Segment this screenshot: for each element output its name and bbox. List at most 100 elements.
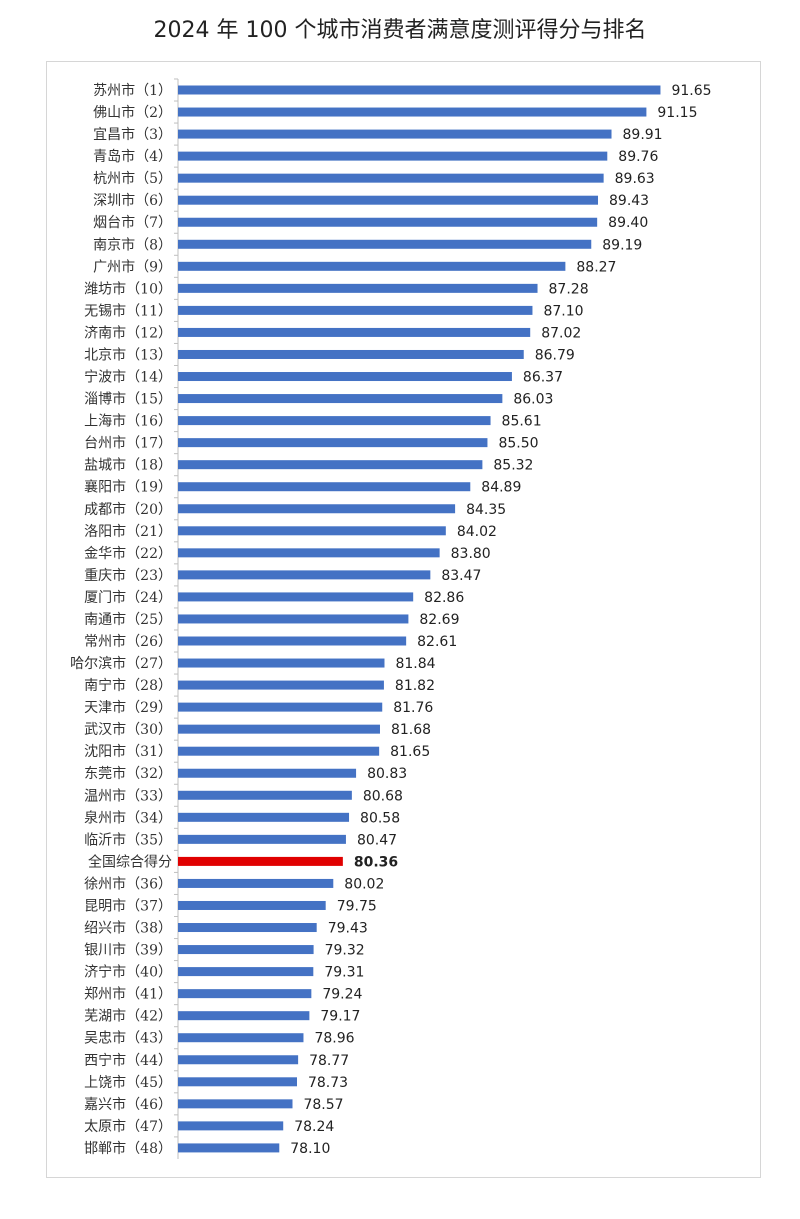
category-label: 金华市（22） (84, 545, 172, 562)
chart-title: 2024 年 100 个城市消费者满意度测评得分与排名 (153, 18, 647, 43)
bar (178, 1033, 304, 1043)
bar (178, 85, 661, 95)
category-label: 昆明市（37） (84, 897, 172, 914)
value-label: 82.86 (424, 590, 464, 606)
bar (178, 724, 380, 734)
bar (178, 834, 346, 844)
category-label: 邯郸市（48） (84, 1140, 172, 1157)
bar (178, 1121, 284, 1131)
category-label: 南通市（25） (84, 611, 172, 628)
bar (178, 1099, 293, 1109)
category-label: 烟台市（7） (93, 214, 172, 231)
bar-national-average (178, 856, 343, 866)
value-label: 78.57 (303, 1097, 343, 1113)
bar (178, 945, 314, 955)
category-label: 洛阳市（21） (84, 523, 172, 540)
category-label: 济宁市（40） (84, 964, 172, 981)
category-label: 苏州市（1） (93, 82, 172, 99)
bar (178, 1055, 299, 1065)
value-label: 83.47 (441, 568, 481, 584)
value-label: 84.02 (457, 524, 497, 540)
bar (178, 658, 385, 668)
value-label: 78.96 (314, 1031, 354, 1047)
bar (178, 107, 647, 117)
bar (178, 129, 612, 139)
category-label: 温州市（33） (84, 787, 172, 804)
bar (178, 746, 380, 756)
value-label: 80.83 (367, 766, 407, 782)
value-label: 81.76 (393, 700, 433, 716)
category-label: 东莞市（32） (84, 765, 172, 782)
category-label: 徐州市（36） (84, 875, 172, 892)
value-label: 79.24 (322, 987, 362, 1003)
category-label: 济南市（12） (84, 324, 172, 341)
bar (178, 812, 350, 822)
bar (178, 416, 491, 426)
bar (178, 702, 383, 712)
value-label: 85.50 (498, 436, 538, 452)
category-label: 银川市（39） (84, 942, 172, 959)
value-label: 80.36 (354, 854, 398, 870)
bar (178, 239, 592, 249)
category-label: 宁波市（14） (84, 369, 172, 386)
value-label: 80.47 (357, 832, 397, 848)
category-label: 西宁市（44） (84, 1052, 172, 1069)
value-label: 89.91 (623, 127, 663, 143)
category-label: 佛山市（2） (93, 104, 172, 121)
value-label: 83.80 (451, 546, 491, 562)
value-label: 78.10 (290, 1141, 330, 1157)
value-label: 86.79 (535, 347, 575, 363)
value-label: 89.40 (608, 215, 648, 231)
category-label: 宜昌市（3） (93, 126, 172, 143)
bar (178, 900, 326, 910)
bar (178, 790, 352, 800)
value-label: 85.61 (502, 414, 542, 430)
category-label: 深圳市（6） (93, 192, 172, 209)
value-label: 91.15 (657, 105, 697, 121)
value-label: 87.10 (543, 303, 583, 319)
chart-frame (46, 61, 761, 1178)
value-label: 88.27 (576, 259, 616, 275)
value-label: 86.37 (523, 370, 563, 386)
value-label: 78.73 (308, 1075, 348, 1091)
value-label: 79.32 (325, 943, 365, 959)
bar (178, 372, 512, 382)
category-label: 全国综合得分 (88, 853, 172, 870)
bar (178, 592, 414, 602)
category-label: 淄博市（15） (84, 391, 172, 408)
bar (178, 217, 598, 227)
bar (178, 438, 488, 448)
category-label: 武汉市（30） (84, 721, 172, 738)
bar (178, 1143, 280, 1153)
bar (178, 526, 446, 536)
category-label: 襄阳市（19） (84, 479, 172, 496)
value-label: 87.28 (549, 281, 589, 297)
bar (178, 261, 566, 271)
category-label: 泉州市（34） (84, 809, 172, 826)
bar (178, 349, 524, 359)
value-label: 80.68 (363, 788, 403, 804)
value-label: 86.03 (513, 392, 553, 408)
category-label: 郑州市（41） (84, 986, 172, 1003)
value-label: 89.63 (615, 171, 655, 187)
value-label: 84.89 (481, 480, 521, 496)
bar (178, 460, 483, 470)
bar (178, 1011, 310, 1021)
value-label: 89.76 (618, 149, 658, 165)
category-label: 太原市（47） (84, 1118, 172, 1135)
category-label: 南宁市（28） (84, 677, 172, 694)
bar (178, 680, 384, 690)
bar (178, 504, 456, 514)
value-label: 82.69 (419, 612, 459, 628)
bar (178, 614, 409, 624)
value-label: 78.77 (309, 1053, 349, 1069)
category-label: 潍坊市（10） (84, 280, 172, 297)
category-label: 上海市（16） (84, 413, 172, 430)
category-label: 厦门市（24） (84, 589, 172, 606)
category-label: 无锡市（11） (84, 302, 172, 319)
category-label: 重庆市（23） (84, 567, 172, 584)
value-label: 81.82 (395, 678, 435, 694)
value-label: 89.43 (609, 193, 649, 209)
bar (178, 548, 440, 558)
